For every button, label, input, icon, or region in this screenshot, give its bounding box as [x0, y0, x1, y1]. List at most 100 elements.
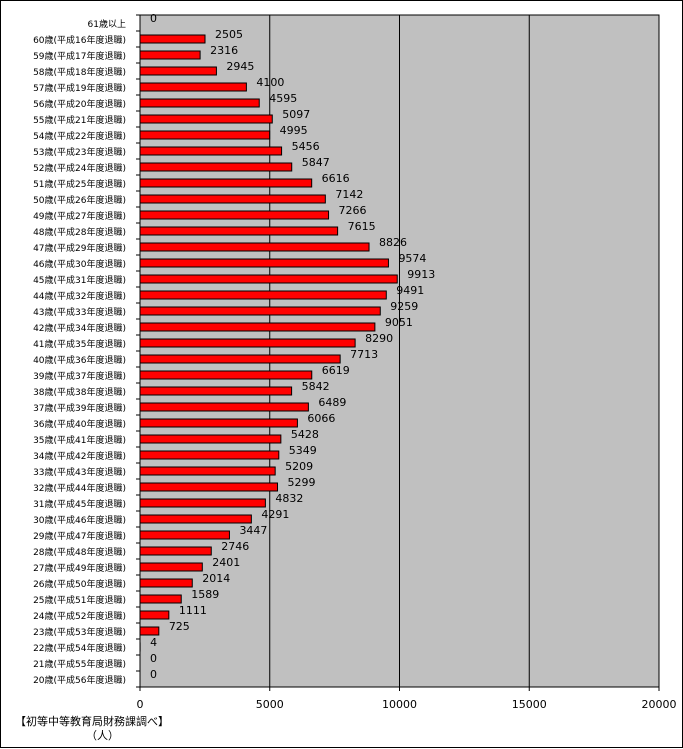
category-label: 30歳(平成46年度退職) [33, 514, 126, 526]
bar [140, 371, 312, 379]
value-label: 4595 [269, 92, 297, 105]
x-tick-label: 10000 [382, 698, 417, 711]
category-label: 31歳(平成45年度退職) [33, 498, 126, 510]
x-tick-label: 20000 [642, 698, 677, 711]
value-label: 5456 [292, 140, 320, 153]
bar [140, 627, 159, 635]
value-label: 2945 [226, 60, 254, 73]
bar [140, 179, 312, 187]
value-label: 5349 [289, 444, 317, 457]
value-label: 4100 [256, 76, 284, 89]
category-label: 52歳(平成24年度退職) [33, 162, 126, 174]
x-tick-label: 5000 [256, 698, 284, 711]
category-label: 38歳(平成38年度退職) [33, 386, 126, 398]
category-label: 49歳(平成27年度退職) [33, 210, 126, 222]
bar [140, 323, 375, 331]
category-label: 32歳(平成44年度退職) [33, 482, 126, 494]
value-label: 9574 [398, 252, 426, 265]
value-label: 2316 [210, 44, 238, 57]
bar [140, 339, 355, 347]
value-label: 4995 [280, 124, 308, 137]
x-tick-label: 0 [137, 698, 144, 711]
value-label: 4832 [275, 492, 303, 505]
category-label: 35歳(平成41年度退職) [33, 434, 126, 446]
value-label: 7615 [348, 220, 376, 233]
value-label: 4 [150, 636, 157, 649]
value-label: 9491 [396, 284, 424, 297]
value-label: 7266 [339, 204, 367, 217]
category-label: 39歳(平成37年度退職) [33, 370, 126, 382]
value-label: 6489 [318, 396, 346, 409]
bar [140, 355, 340, 363]
category-label: 24歳(平成52年度退職) [33, 610, 126, 622]
value-label: 2401 [212, 556, 240, 569]
value-label: 725 [169, 620, 190, 633]
value-label: 6616 [322, 172, 350, 185]
category-label: 46歳(平成30年度退職) [33, 258, 126, 270]
bar [140, 403, 308, 411]
bar [140, 307, 380, 315]
value-label: 5428 [291, 428, 319, 441]
bar [140, 99, 259, 107]
category-label: 43歳(平成33年度退職) [33, 306, 126, 318]
bar [140, 51, 200, 59]
category-label: 44歳(平成32年度退職) [33, 290, 126, 302]
bar [140, 291, 386, 299]
category-label: 33歳(平成43年度退職) [33, 466, 126, 478]
value-label: 6066 [307, 412, 335, 425]
bar [140, 563, 202, 571]
bar [140, 467, 275, 475]
category-label: 45歳(平成31年度退職) [33, 274, 126, 286]
value-label: 5097 [282, 108, 310, 121]
category-label: 42歳(平成34年度退職) [33, 322, 126, 334]
category-label: 23歳(平成53年度退職) [33, 626, 126, 638]
value-label: 3447 [239, 524, 267, 537]
value-label: 0 [150, 12, 157, 25]
category-label: 34歳(平成42年度退職) [33, 450, 126, 462]
bar [140, 147, 282, 155]
bar [140, 483, 278, 491]
bar [140, 227, 338, 235]
value-label: 1111 [179, 604, 207, 617]
value-label: 6619 [322, 364, 350, 377]
value-label: 4291 [261, 508, 289, 521]
bar [140, 451, 279, 459]
value-label: 8290 [365, 332, 393, 345]
bar [140, 531, 229, 539]
bar [140, 611, 169, 619]
category-label: 48歳(平成28年度退職) [33, 226, 126, 238]
category-label: 50歳(平成26年度退職) [33, 194, 126, 206]
x-tick-label: 15000 [512, 698, 547, 711]
value-label: 5842 [302, 380, 330, 393]
category-label: 22歳(平成54年度退職) [33, 642, 126, 654]
category-label: 51歳(平成25年度退職) [33, 178, 126, 190]
value-label: 2014 [202, 572, 230, 585]
category-label: 41歳(平成35年度退職) [33, 338, 126, 350]
bar [140, 35, 205, 43]
value-label: 2746 [221, 540, 249, 553]
value-label: 5847 [302, 156, 330, 169]
bar [140, 499, 265, 507]
value-label: 7713 [350, 348, 378, 361]
category-label: 58歳(平成18年度退職) [33, 66, 126, 78]
value-label: 1589 [191, 588, 219, 601]
category-label: 26歳(平成50年度退職) [33, 578, 126, 590]
value-label: 0 [150, 668, 157, 681]
bar [140, 547, 211, 555]
category-label: 57歳(平成19年度退職) [33, 82, 126, 94]
bar [140, 435, 281, 443]
category-label: 28歳(平成48年度退職) [33, 546, 126, 558]
category-label: 20歳(平成56年度退職) [33, 674, 126, 686]
value-label: 0 [150, 652, 157, 665]
bar [140, 259, 388, 267]
bar [140, 419, 297, 427]
value-label: 9913 [407, 268, 435, 281]
value-label: 9259 [390, 300, 418, 313]
category-label: 27歳(平成49年度退職) [33, 562, 126, 574]
category-label: 56歳(平成20年度退職) [33, 98, 126, 110]
category-label: 55歳(平成21年度退職) [33, 114, 126, 126]
bar [140, 243, 369, 251]
category-label: 53歳(平成23年度退職) [33, 146, 126, 158]
